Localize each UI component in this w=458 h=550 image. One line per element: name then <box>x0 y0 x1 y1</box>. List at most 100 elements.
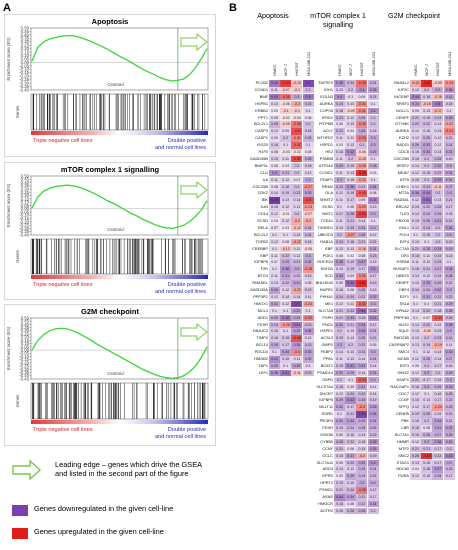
heatmap-cell: -0.19 <box>432 342 444 349</box>
gene-label: EBP <box>325 245 333 251</box>
y-tick-label: -0.30 <box>19 367 29 372</box>
right-group-label-cont: and normal cell lines <box>155 289 206 295</box>
heatmap-cell: 0.34 <box>356 362 368 370</box>
heatmap-cell: 0.4 <box>269 169 280 177</box>
heatmap-cell: 0.33 <box>345 314 357 322</box>
heatmap-cell: 0.17 <box>443 473 455 480</box>
gene-label: HSPA8 <box>396 259 409 265</box>
heatmap-cell: 0.1 <box>410 300 421 308</box>
heatmap-cell: 0.07 <box>269 224 280 232</box>
heatmap-cell: 0.21 <box>334 487 345 494</box>
heatmap-cell: 0.09 <box>356 197 368 204</box>
heatmap-cell: 0.7 <box>291 300 303 308</box>
y-tick-label: -0.40 <box>19 87 29 92</box>
heatmap-cell: 0.2 <box>432 231 444 239</box>
heatmap-cell: 0.49 <box>269 80 280 87</box>
heatmap-cell: 0.15 <box>345 480 357 487</box>
heatmap-cell: 0.44 <box>334 494 345 501</box>
heatmap-cell: 0.76 <box>269 197 280 204</box>
gene-label: HPRT1 <box>320 480 333 486</box>
heatmap-cell: 0.2 <box>367 121 379 128</box>
heatmap-cell: 0.28 <box>356 231 368 239</box>
left-group-label: Triple negative cell lines <box>33 138 93 144</box>
gene-label: RASAL2 <box>394 80 409 85</box>
cell-line-header: HMEC <box>272 64 277 76</box>
heatmap-cell: 0.35 <box>356 321 368 329</box>
heatmap-cell: 0.34 <box>367 500 379 508</box>
heatmap-cell: 0.37 <box>356 259 368 266</box>
y-tick-label: 0.10 <box>21 53 30 58</box>
heatmap-cell: 0.3 <box>367 300 379 308</box>
y-tick-label: 0.05 <box>21 344 30 349</box>
heatmap-cell: 0.17 <box>421 376 433 384</box>
gene-label: ERBB2 <box>255 107 268 113</box>
heatmap-cell: 0.08 <box>269 149 280 156</box>
gene-label: PPP3R1 <box>253 293 268 299</box>
heatmap-cell: 0.13 <box>410 86 421 94</box>
heatmap-cell: 0.29 <box>443 369 455 377</box>
heatmap-cell: 0.17 <box>432 362 444 370</box>
gene-label: ACSL3 <box>320 335 333 341</box>
heatmap-cell: 0.21 <box>367 335 379 342</box>
cell-line-header: MCF-7 <box>424 63 430 76</box>
gene-label: MCL1 <box>257 307 268 313</box>
gene-label: GLA <box>325 190 333 196</box>
heatmap-cell: 0.2 <box>421 335 433 342</box>
y-tick-label: -0.35 <box>19 84 29 89</box>
heatmap-cell: 0.14 <box>291 231 303 239</box>
gsea-svg: mTOR complex 1 signalling0.500.450.400.3… <box>4 162 216 300</box>
gene-label: TIMP2 <box>256 335 268 341</box>
y-tick-label: 0.50 <box>21 173 30 178</box>
gene-label: IGFBP5 <box>319 397 333 403</box>
heatmap-cell: 0.36 <box>410 190 421 197</box>
heatmap-cell: 0.3 <box>443 231 455 239</box>
heatmap-cell: 0.12 <box>410 473 421 480</box>
heatmap-cell: 0.14 <box>421 397 433 404</box>
heatmap-cell: 0.31 <box>443 149 455 156</box>
heatmap-cell: 0.1 <box>269 307 280 315</box>
heatmap-cell: 0.41 <box>269 356 280 363</box>
heatmap-cell: 0.25 <box>443 390 455 398</box>
heatmap-cell: 0.25 <box>421 411 433 418</box>
heatmap-cell: 0.23 <box>367 252 379 260</box>
heatmap-cell: 0.06 <box>334 121 345 128</box>
cell-line-header: MDA-MB-231 <box>446 51 452 76</box>
gene-label: PPA1 <box>323 356 333 361</box>
gene-label: PSMB5 <box>319 155 333 161</box>
heatmap-cell: 0.12 <box>421 259 433 266</box>
heatmap-cell: 0.1 <box>302 142 314 149</box>
heatmap-cell: 0.25 <box>356 114 368 122</box>
genes-label: Genes <box>15 395 20 408</box>
gene-label: MCM5 <box>397 356 409 361</box>
gene-label: FDXR <box>257 321 268 327</box>
heatmap-cell: 0.05 <box>410 362 421 370</box>
heatmap-cell: 0.4 <box>367 266 379 273</box>
heatmap-cell: 0.12 <box>410 183 421 191</box>
heatmap-cell: 0.2 <box>421 86 433 94</box>
heatmap-cell: 0.2 <box>291 211 303 218</box>
heatmap-cell: 0.17 <box>443 204 455 211</box>
heatmap-cell: 0.34 <box>269 287 280 294</box>
gene-label: ISG20 <box>256 142 268 148</box>
heatmap-cell: 0.13 <box>367 259 379 266</box>
heatmap-cell: 0.14 <box>367 390 379 398</box>
cell-line-header: Hs578T <box>294 61 300 76</box>
heatmap-cell: 0.03 <box>269 218 280 225</box>
heatmap-cell: 0.38 <box>269 369 280 377</box>
heatmap-cell: 0.1 <box>410 314 421 322</box>
heatmap-cell: 0.1 <box>443 259 455 266</box>
gene-label: SLC7A5 <box>318 307 334 313</box>
gene-label: FDXR <box>322 425 333 430</box>
heatmap-cell: 0.19 <box>367 452 379 460</box>
heatmap-cell: 0.14 <box>334 466 345 473</box>
leading-edge-arrow-icon <box>180 322 208 342</box>
heatmap-cell: -0.2 <box>291 100 303 108</box>
heatmap-cell: 0.19 <box>280 190 292 197</box>
heatmap-cell: 0.35 <box>367 445 379 453</box>
gene-label: KPNA2 <box>396 307 409 313</box>
heatmap-cell: 0.21 <box>345 411 357 418</box>
heatmap-cell: 0.16 <box>269 335 280 342</box>
heatmap-cell: 0.33 <box>421 142 433 149</box>
gene-label: FKBP2 <box>320 349 333 355</box>
heatmap-cell: 0.15 <box>269 204 280 211</box>
